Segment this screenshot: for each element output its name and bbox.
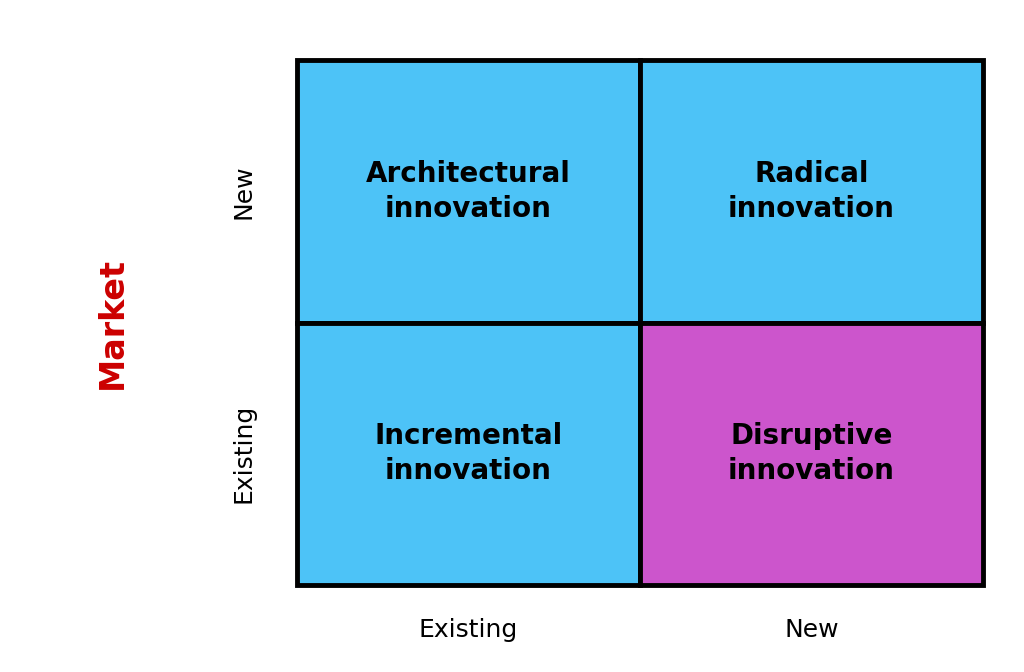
Bar <box>297 323 640 585</box>
Text: Architectural
innovation: Architectural innovation <box>366 160 571 223</box>
Text: Disruptive
innovation: Disruptive innovation <box>728 422 895 485</box>
Text: New: New <box>784 618 839 642</box>
Text: Incremental
innovation: Incremental innovation <box>375 422 562 485</box>
Bar <box>297 60 640 323</box>
Text: Radical
innovation: Radical innovation <box>728 160 895 223</box>
Bar <box>640 60 983 323</box>
Text: New: New <box>232 164 256 219</box>
Bar <box>640 323 983 585</box>
Text: Market: Market <box>96 257 129 388</box>
Text: Existing: Existing <box>232 404 256 503</box>
Text: Existing: Existing <box>419 618 518 642</box>
